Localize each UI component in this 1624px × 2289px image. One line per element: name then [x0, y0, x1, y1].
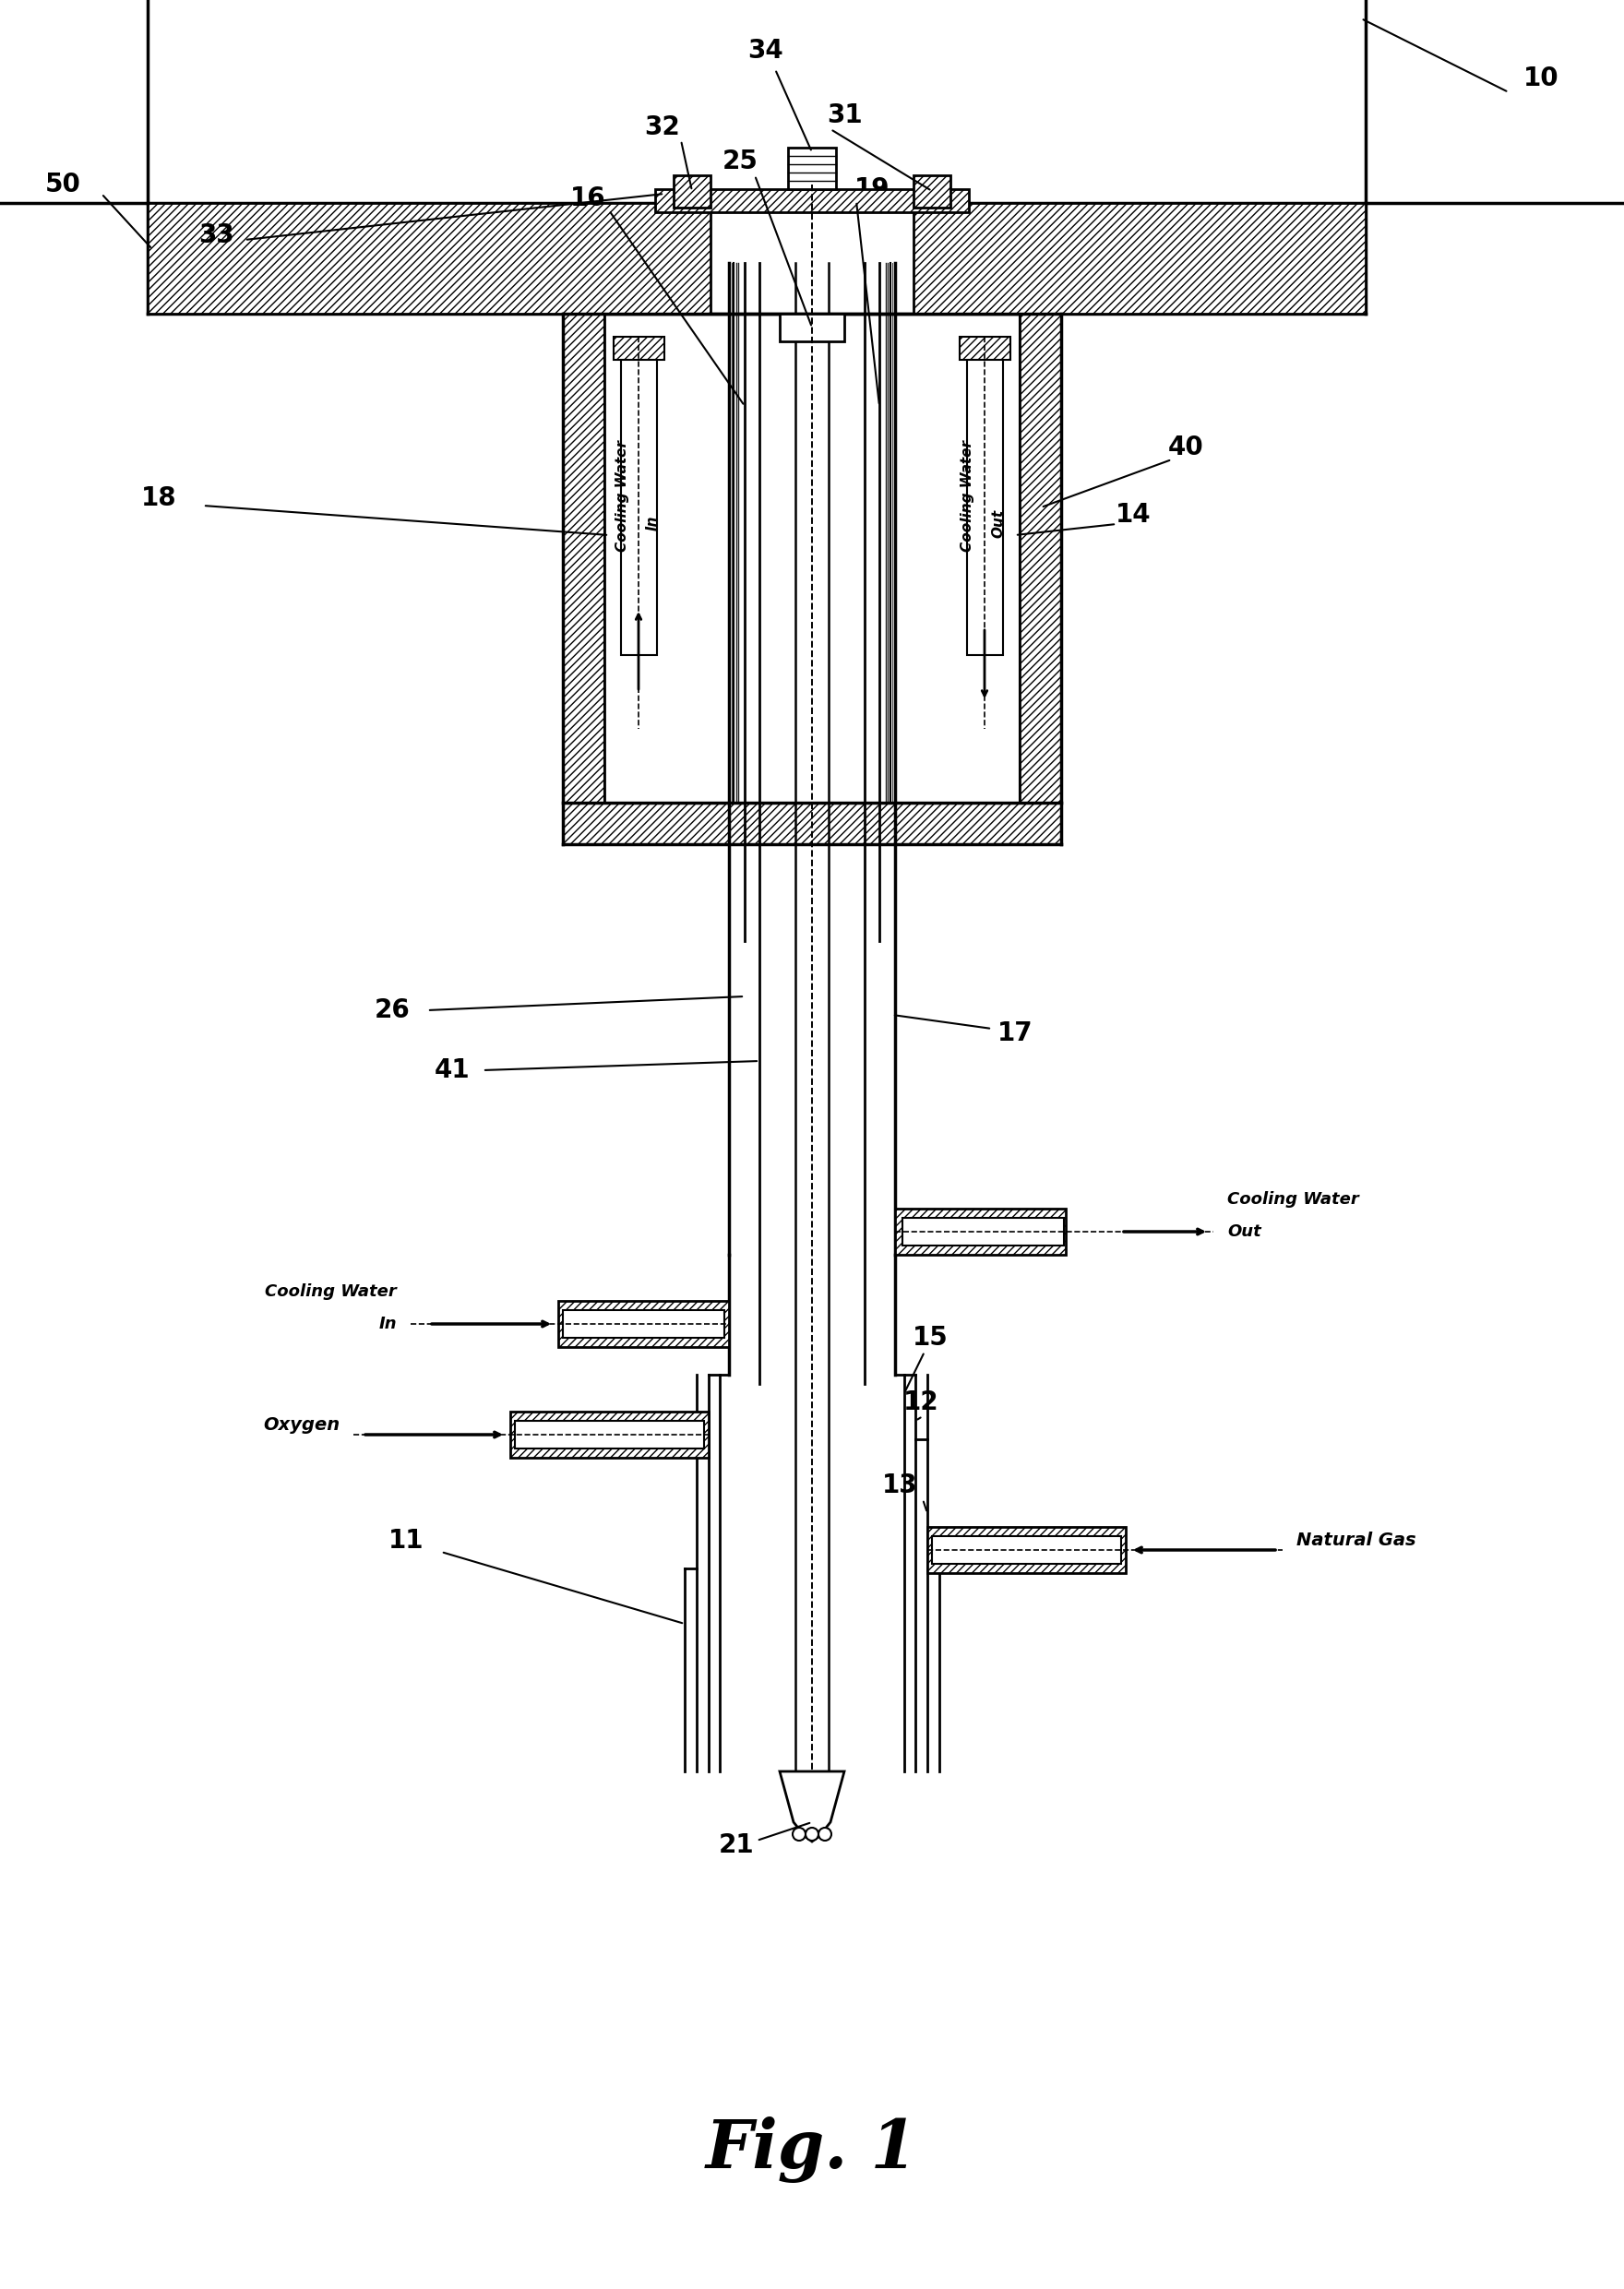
Text: Out: Out	[1228, 1222, 1262, 1241]
Text: 33: 33	[200, 222, 235, 247]
Text: In: In	[645, 515, 659, 531]
Text: 13: 13	[882, 1472, 918, 1499]
Text: 14: 14	[1116, 501, 1151, 529]
Bar	[780, 314, 844, 341]
Bar	[932, 1536, 1121, 1563]
Bar	[903, 1218, 1064, 1245]
Bar	[674, 176, 711, 208]
Text: Oxygen: Oxygen	[263, 1417, 339, 1433]
Bar	[913, 204, 1366, 314]
Text: Cooling Water: Cooling Water	[615, 439, 628, 552]
Bar	[148, 204, 711, 314]
Text: Fig. 1: Fig. 1	[706, 2117, 918, 2184]
Bar	[788, 146, 836, 190]
Text: 32: 32	[645, 114, 680, 140]
Circle shape	[806, 1827, 818, 1840]
Text: 11: 11	[388, 1527, 424, 1554]
Text: 40: 40	[1168, 435, 1203, 460]
Text: 31: 31	[827, 103, 862, 128]
Text: Cooling Water: Cooling Water	[1228, 1190, 1359, 1209]
Text: 18: 18	[141, 485, 177, 510]
Text: 50: 50	[45, 172, 81, 197]
Bar	[927, 1527, 1125, 1573]
Text: 16: 16	[570, 185, 606, 211]
Text: 41: 41	[434, 1058, 469, 1083]
Bar	[515, 1421, 705, 1449]
Bar	[620, 359, 658, 655]
Text: 25: 25	[723, 149, 758, 174]
Bar	[564, 803, 1060, 845]
Polygon shape	[780, 1772, 844, 1843]
Text: 26: 26	[374, 998, 409, 1023]
Text: 15: 15	[913, 1325, 948, 1351]
Text: 21: 21	[718, 1831, 754, 1859]
Bar	[564, 314, 604, 803]
Text: 12: 12	[903, 1389, 939, 1415]
Bar	[614, 336, 664, 359]
Bar	[966, 359, 1004, 655]
Text: Cooling Water: Cooling Water	[961, 439, 974, 552]
Circle shape	[818, 1827, 831, 1840]
Bar	[564, 1309, 724, 1337]
Text: 17: 17	[997, 1021, 1033, 1046]
Bar	[895, 1209, 1065, 1254]
Bar	[1020, 314, 1060, 803]
Bar	[510, 1412, 708, 1458]
Bar	[913, 176, 950, 208]
Circle shape	[793, 1827, 806, 1840]
Text: 19: 19	[854, 176, 890, 201]
Text: Out: Out	[992, 508, 1005, 538]
Bar	[960, 336, 1010, 359]
Text: Cooling Water: Cooling Water	[265, 1284, 396, 1300]
Text: Natural Gas: Natural Gas	[1296, 1531, 1416, 1550]
Bar	[559, 1300, 729, 1346]
Bar	[654, 190, 970, 213]
Text: 10: 10	[1523, 66, 1559, 92]
Text: 34: 34	[749, 39, 784, 64]
Text: In: In	[378, 1316, 396, 1332]
